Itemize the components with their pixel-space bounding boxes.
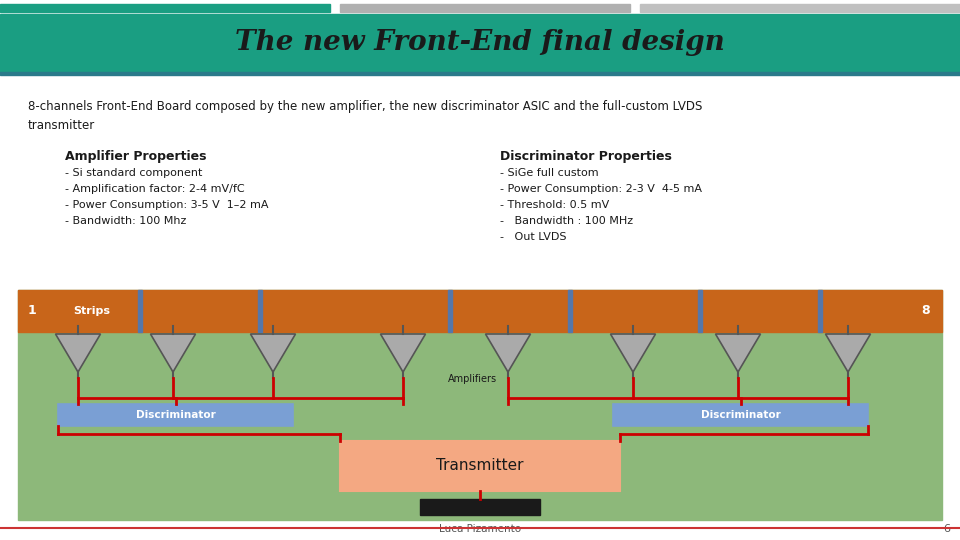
Bar: [138, 290, 142, 332]
Bar: [340, 441, 620, 491]
Text: Discriminator: Discriminator: [135, 410, 215, 420]
Bar: [0, 4, 330, 12]
Polygon shape: [251, 334, 296, 372]
Polygon shape: [380, 334, 425, 372]
Bar: [18, 290, 942, 520]
Polygon shape: [611, 334, 656, 372]
Text: - Amplification factor: 2-4 mV/fC: - Amplification factor: 2-4 mV/fC: [65, 184, 245, 194]
Text: - Threshold: 0.5 mV: - Threshold: 0.5 mV: [500, 200, 610, 210]
Bar: [448, 290, 452, 332]
Text: 8: 8: [922, 305, 930, 318]
Bar: [420, 499, 540, 515]
Polygon shape: [486, 334, 531, 372]
Text: Discriminator Properties: Discriminator Properties: [500, 150, 672, 163]
Bar: [18, 290, 942, 332]
Text: 8-channels Front-End Board composed by the new amplifier, the new discriminator : 8-channels Front-End Board composed by t…: [28, 100, 703, 132]
Bar: [568, 290, 572, 332]
Bar: [698, 290, 702, 332]
Text: 1: 1: [28, 305, 36, 318]
Text: - Bandwidth: 100 Mhz: - Bandwidth: 100 Mhz: [65, 216, 186, 226]
Polygon shape: [151, 334, 196, 372]
Polygon shape: [56, 334, 101, 372]
Text: Strips: Strips: [73, 306, 110, 316]
Bar: [613, 404, 868, 426]
Bar: [340, 4, 630, 12]
Text: -   Bandwidth : 100 MHz: - Bandwidth : 100 MHz: [500, 216, 634, 226]
Text: Amplifier Properties: Amplifier Properties: [65, 150, 206, 163]
Bar: [58, 404, 293, 426]
Bar: [0, 14, 960, 72]
Text: -   Out LVDS: - Out LVDS: [500, 232, 566, 242]
Text: - Power Consumption: 2-3 V  4-5 mA: - Power Consumption: 2-3 V 4-5 mA: [500, 184, 702, 194]
Text: Discriminator: Discriminator: [701, 410, 780, 420]
Text: - Si standard component: - Si standard component: [65, 168, 203, 178]
Text: - SiGe full custom: - SiGe full custom: [500, 168, 599, 178]
Bar: [640, 4, 960, 12]
Bar: [258, 290, 262, 332]
Text: 6: 6: [943, 524, 950, 534]
Bar: [0, 72, 960, 75]
Text: The new Front-End final design: The new Front-End final design: [235, 30, 725, 57]
Bar: [818, 290, 822, 332]
Polygon shape: [826, 334, 871, 372]
Text: Transmitter: Transmitter: [436, 458, 524, 474]
Polygon shape: [715, 334, 760, 372]
Text: - Power Consumption: 3-5 V  1–2 mA: - Power Consumption: 3-5 V 1–2 mA: [65, 200, 269, 210]
Text: Luca Pizamento: Luca Pizamento: [439, 524, 521, 534]
Text: Amplifiers: Amplifiers: [448, 374, 497, 384]
